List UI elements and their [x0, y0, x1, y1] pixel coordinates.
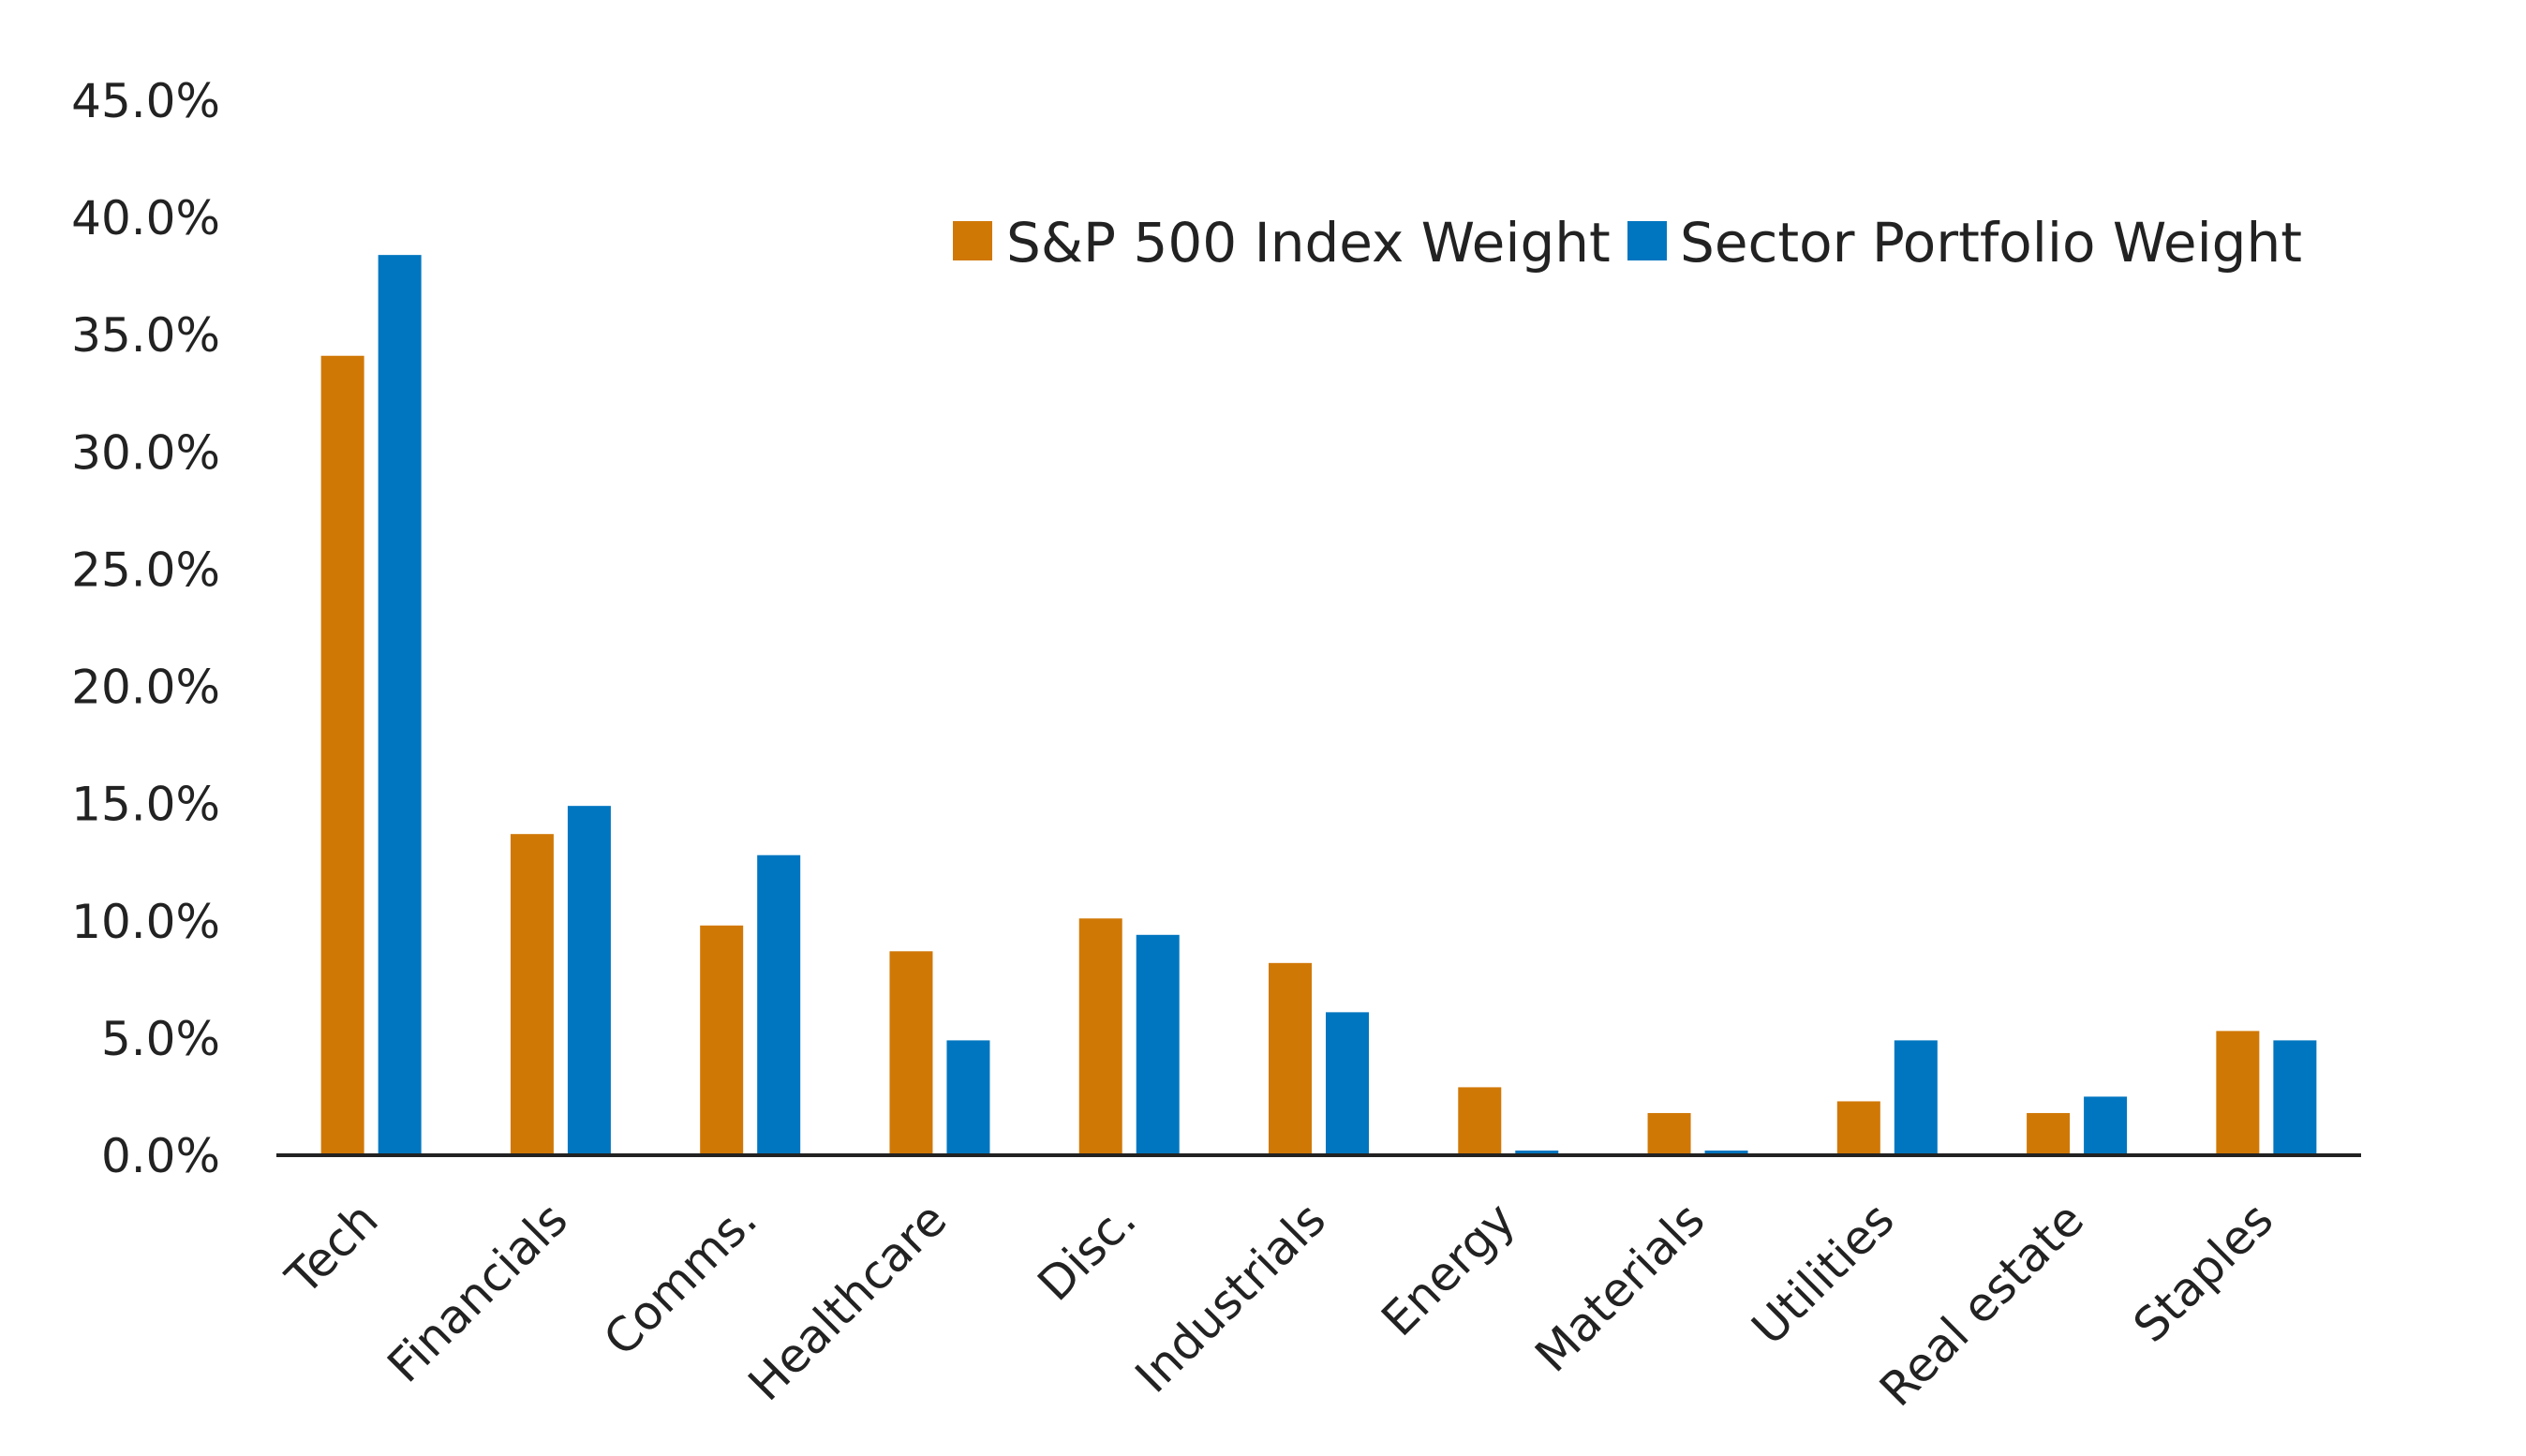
bar-sp500 [2216, 1031, 2260, 1155]
legend-swatch-sp500 [953, 221, 992, 260]
legend-label-sector-portfolio: Sector Portfolio Weight [1680, 211, 2302, 275]
y-tick-label: 15.0% [71, 778, 220, 832]
y-axis-ticks: 0.0% 5.0% 10.0% 15.0% 20.0% 25.0% 30.0% 35.0% 40… [71, 74, 220, 1183]
y-tick-label: 0.0% [101, 1129, 220, 1183]
legend-swatch-sector-portfolio [1627, 221, 1667, 260]
bar-sector-portfolio [1136, 934, 1180, 1155]
x-category-label: Comms. [593, 1192, 767, 1366]
bar-sector-portfolio [378, 255, 422, 1155]
bar-sp500 [889, 951, 933, 1155]
bars [320, 255, 2317, 1156]
y-tick-label: 45.0% [71, 74, 220, 128]
bar-sector-portfolio [1326, 1012, 1369, 1155]
bar-sp500 [1836, 1101, 1880, 1155]
legend-label-sp500: S&P 500 Index Weight [1006, 211, 1611, 275]
y-tick-label: 10.0% [71, 895, 220, 949]
x-category-label: Disc. [1028, 1192, 1147, 1311]
y-tick-label: 20.0% [71, 661, 220, 715]
y-tick-label: 30.0% [71, 425, 220, 480]
bar-sector-portfolio [757, 854, 801, 1155]
x-category-label: Financials [378, 1192, 578, 1392]
bar-sp500 [510, 834, 554, 1155]
y-tick-label: 25.0% [71, 542, 220, 597]
x-category-label: Materials [1524, 1192, 1715, 1382]
bar-sector-portfolio [1515, 1150, 1559, 1155]
bar-sector-portfolio [2273, 1040, 2317, 1155]
x-category-label: Healthcare [738, 1192, 958, 1411]
x-category-label: Utilities [1742, 1192, 1905, 1355]
x-category-label: Staples [2123, 1192, 2283, 1352]
y-tick-label: 40.0% [71, 191, 220, 245]
bar-sector-portfolio [1894, 1040, 1938, 1155]
bar-sp500 [700, 925, 744, 1155]
bar-sp500 [320, 355, 364, 1156]
y-tick-label: 35.0% [71, 308, 220, 363]
bar-sp500 [1078, 918, 1122, 1155]
bar-sp500 [2027, 1112, 2071, 1155]
bar-sp500 [1458, 1087, 1502, 1155]
bar-sp500 [1269, 962, 1312, 1155]
x-category-label: Real estate [1869, 1192, 2094, 1417]
x-category-label: Tech [275, 1192, 389, 1305]
bar-sector-portfolio [2084, 1096, 2128, 1155]
bar-sector-portfolio [946, 1040, 990, 1155]
bar-sector-portfolio [1704, 1150, 1748, 1155]
x-category-label: Industrials [1125, 1192, 1336, 1403]
bar-sp500 [1647, 1112, 1691, 1155]
y-tick-label: 5.0% [101, 1012, 220, 1066]
x-category-label: Energy [1371, 1192, 1525, 1346]
legend: S&P 500 Index Weight Sector Portfolio We… [953, 211, 2302, 275]
bar-sector-portfolio [567, 806, 611, 1155]
